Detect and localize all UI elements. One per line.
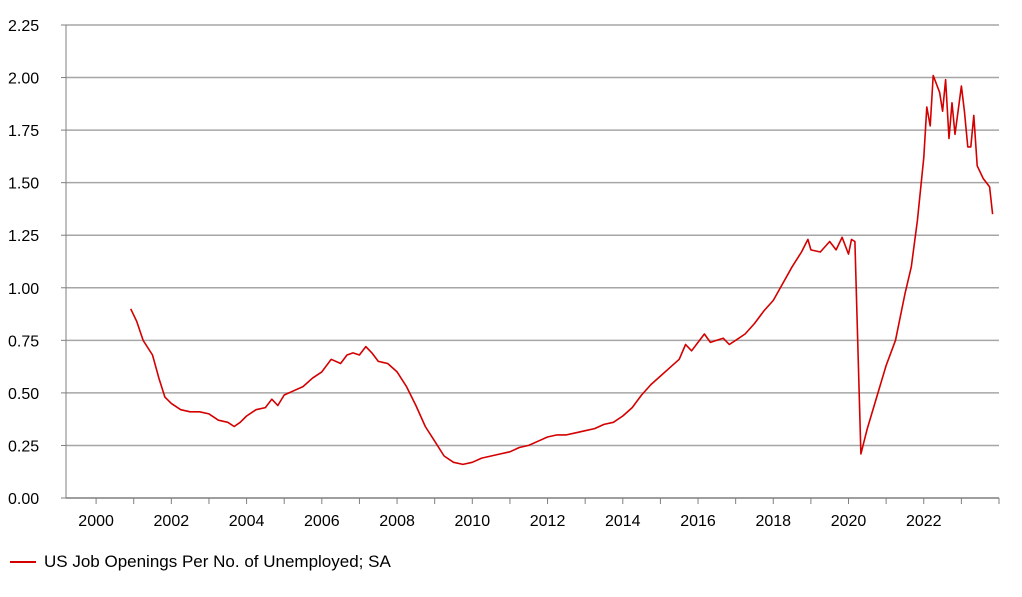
series-layer (129, 74, 994, 466)
x-tick-label: 2008 (379, 513, 415, 530)
y-tick-label: 1.25 (8, 228, 39, 245)
y-tick-label: 2.25 (8, 18, 39, 35)
legend-swatch (10, 561, 36, 563)
legend: US Job Openings Per No. of Unemployed; S… (10, 552, 391, 572)
y-tick-label: 1.75 (8, 123, 39, 140)
x-tick-label: 2006 (304, 513, 340, 530)
x-tick-label: 2012 (530, 513, 566, 530)
y-tick-label: 0.00 (8, 491, 39, 508)
legend-label: US Job Openings Per No. of Unemployed; S… (44, 552, 391, 571)
line-chart: 0.00 0.25 0.50 0.75 1.00 1.25 1.50 1.75 2.00 2.25… (8, 18, 1000, 530)
x-tick-label: 2020 (831, 513, 867, 530)
x-tick-label: 2000 (78, 513, 114, 530)
x-tick-label: 2016 (680, 513, 716, 530)
grid (66, 24, 999, 447)
y-tick-label: 0.50 (8, 386, 39, 403)
x-tick-label: 2014 (605, 513, 641, 530)
axes: 0.00 0.25 0.50 0.75 1.00 1.25 1.50 1.75 2.00 2.25… (8, 18, 1000, 530)
x-tick-label: 2010 (455, 513, 491, 530)
y-tick-label: 1.50 (8, 176, 39, 193)
y-tick-label: 2.00 (8, 71, 39, 88)
y-tick-label: 0.25 (8, 438, 39, 455)
x-tick-label: 2022 (906, 513, 942, 530)
y-tick-label: 1.00 (8, 281, 39, 298)
y-tick-label: 0.75 (8, 333, 39, 350)
x-tick-label: 2004 (229, 513, 265, 530)
x-tick-label: 2002 (154, 513, 190, 530)
x-tick-label: 2018 (755, 513, 791, 530)
series-line (129, 74, 994, 466)
